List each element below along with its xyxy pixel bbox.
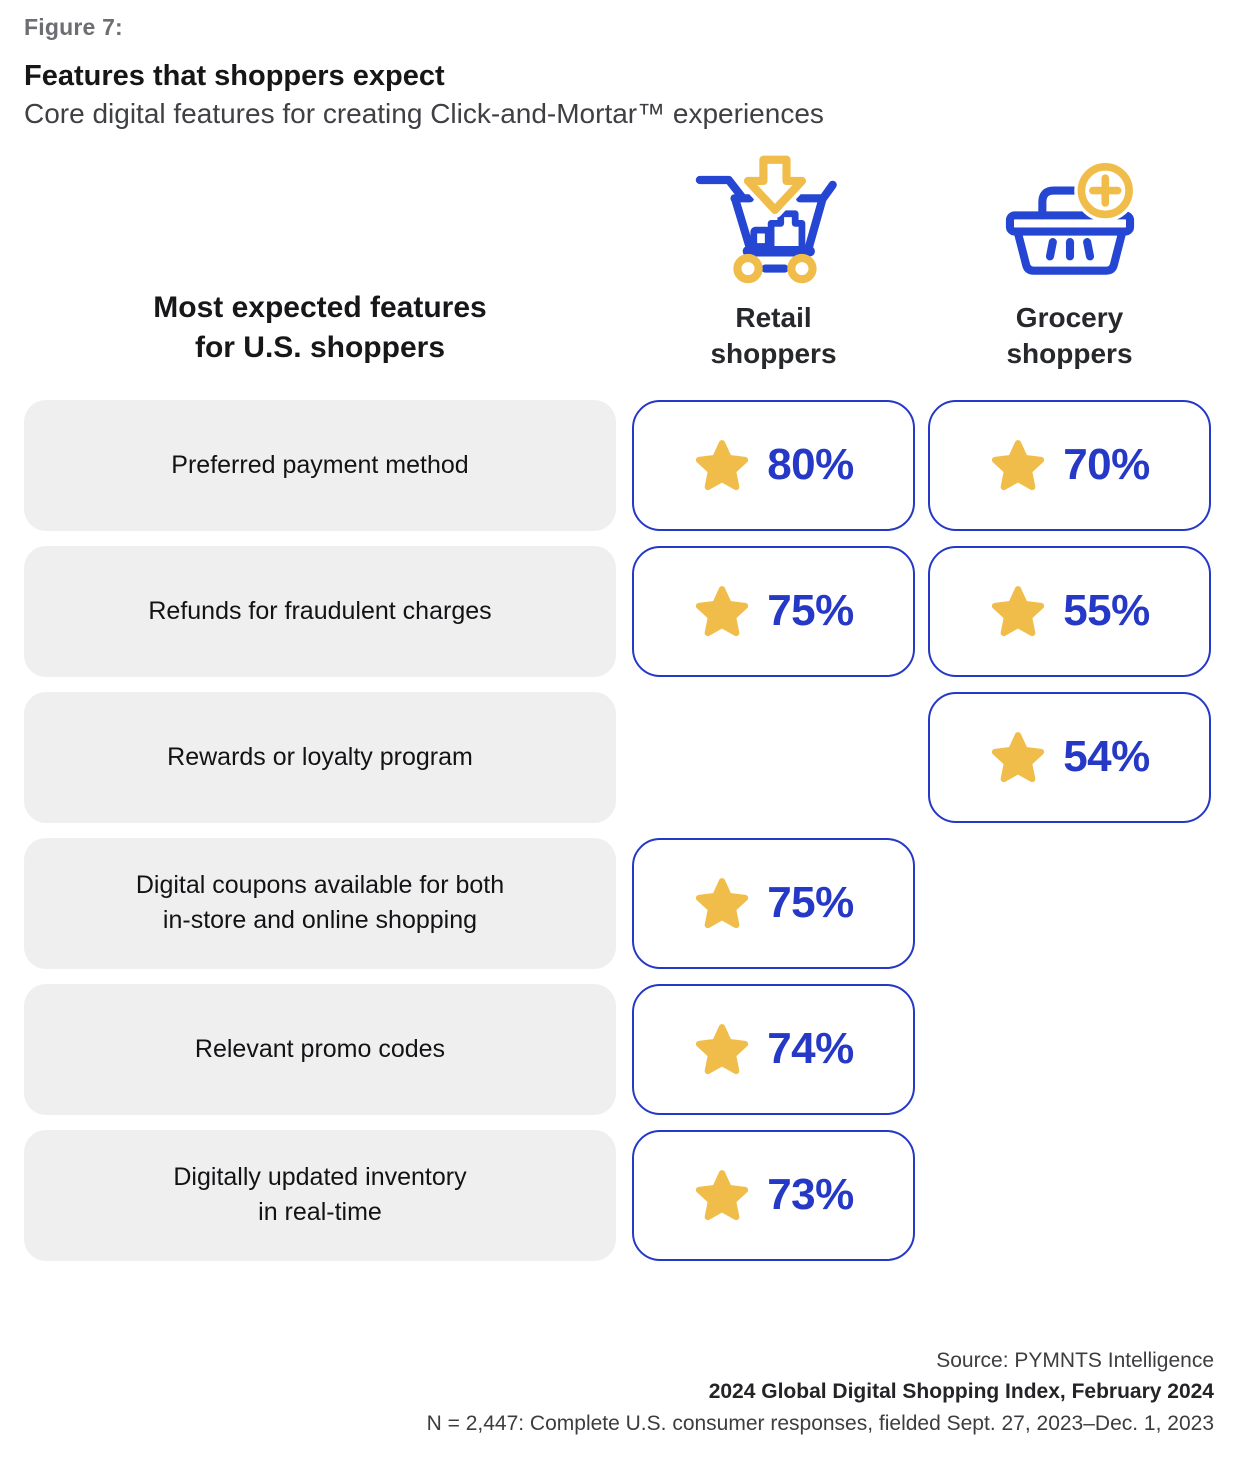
- source-line: Source: PYMNTS Intelligence: [936, 1348, 1214, 1372]
- retail-percentage: 75%: [767, 586, 854, 636]
- feature-label: Refunds for fraudulent charges: [24, 545, 616, 677]
- cart-download-icon: [689, 154, 859, 284]
- empty-cell: [928, 1130, 1211, 1261]
- star-icon: [989, 582, 1047, 640]
- retail-value-box: 75%: [632, 545, 915, 677]
- grocery-value-box: 55%: [928, 545, 1211, 677]
- column-header-row: Most expected features for U.S. shoppers: [24, 154, 1214, 379]
- table-row: Digitally updated inventory in real-time…: [24, 1129, 1214, 1261]
- retail-column-label: Retail shoppers: [710, 302, 837, 370]
- table-row: Relevant promo codes 74%: [24, 983, 1214, 1115]
- retail-value-box: 74%: [632, 983, 915, 1115]
- retail-percentage: 80%: [767, 440, 854, 490]
- retail-value-box: 73%: [632, 1129, 915, 1261]
- retail-percentage: 75%: [767, 878, 854, 928]
- grocery-column-label: Grocery shoppers: [1006, 302, 1133, 370]
- grocery-percentage: 70%: [1063, 440, 1150, 490]
- figure-subtitle: Core digital features for creating Click…: [24, 98, 824, 129]
- figure-number: Figure 7:: [24, 14, 123, 40]
- retail-value-box: 80%: [632, 399, 915, 531]
- retail-percentage: 74%: [767, 1024, 854, 1074]
- basket-add-icon: [985, 154, 1155, 284]
- retail-column-header: Retail shoppers: [632, 154, 915, 379]
- retail-value-box: 75%: [632, 837, 915, 969]
- source-note: Source: PYMNTS Intelligence 2024 Global …: [24, 1345, 1214, 1440]
- feature-label: Rewards or loyalty program: [24, 691, 616, 823]
- feature-label: Relevant promo codes: [24, 983, 616, 1115]
- grocery-percentage: 55%: [1063, 586, 1150, 636]
- retail-percentage: 73%: [767, 1170, 854, 1220]
- table-row: Rewards or loyalty program 54%: [24, 691, 1214, 823]
- sample-note: N = 2,447: Complete U.S. consumer respon…: [426, 1411, 1214, 1435]
- features-column-header: Most expected features for U.S. shoppers: [153, 290, 487, 365]
- grocery-percentage: 54%: [1063, 732, 1150, 782]
- grocery-value-box: 70%: [928, 399, 1211, 531]
- feature-label: Preferred payment method: [24, 399, 616, 531]
- star-icon: [693, 1166, 751, 1224]
- star-icon: [693, 582, 751, 640]
- star-icon: [989, 436, 1047, 494]
- report-title: 2024 Global Digital Shopping Index, Febr…: [708, 1380, 1214, 1404]
- star-icon: [693, 874, 751, 932]
- feature-label: Digitally updated inventory in real-time: [24, 1129, 616, 1261]
- star-icon: [693, 1020, 751, 1078]
- figure-container: Figure 7: Features that shoppers expect …: [24, 14, 1214, 1439]
- grocery-column-header: Grocery shoppers: [928, 154, 1211, 379]
- feature-label: Digital coupons available for both in-st…: [24, 837, 616, 969]
- star-icon: [693, 436, 751, 494]
- empty-cell: [928, 838, 1211, 969]
- figure-title: Features that shoppers expect: [24, 60, 445, 92]
- table-row: Preferred payment method 80% 70%: [24, 399, 1214, 531]
- empty-cell: [928, 984, 1211, 1115]
- table-row: Digital coupons available for both in-st…: [24, 837, 1214, 969]
- grocery-value-box: 54%: [928, 691, 1211, 823]
- table-row: Refunds for fraudulent charges 75% 55%: [24, 545, 1214, 677]
- star-icon: [989, 728, 1047, 786]
- empty-cell: [632, 692, 915, 823]
